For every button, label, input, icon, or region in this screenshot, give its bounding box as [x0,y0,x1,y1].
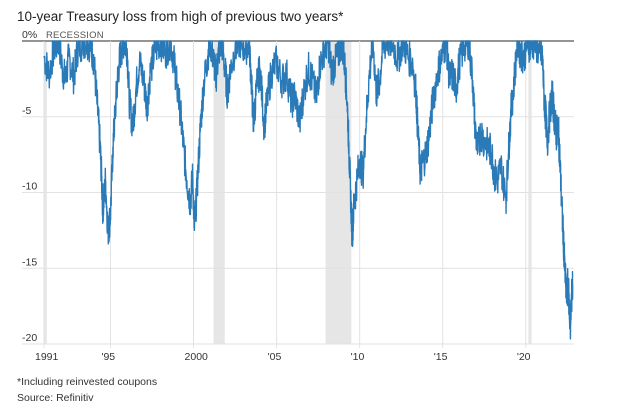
x-tick-label: '95 [101,351,115,363]
chart-title: 10-year Treasury loss from high of previ… [17,9,344,24]
series-line-0 [43,40,574,340]
x-tick-label: 1991 [35,351,59,363]
x-tick-label: '20 [517,351,531,363]
y-tick-label: 0% [22,29,37,41]
x-tick-label: '10 [351,351,365,363]
y-tick-labels: 0% -5 -10 -15 -20 [22,29,37,344]
x-tick-label: 2000 [185,351,209,363]
x-tick-labels: 1991 '95 2000 '05 '10 '15 '20 [35,351,531,363]
y-tick-label: -10 [22,181,37,193]
x-tick-label: '15 [434,351,448,363]
y-tick-label: -15 [22,256,37,268]
source-note: Source: Refinitiv [17,392,94,404]
x-tick-label: '05 [268,351,282,363]
footnote: *Including reinvested coupons [17,376,158,388]
series-line-layer [43,40,574,340]
y-tick-label: -5 [22,105,31,117]
gridlines [22,40,574,345]
y-tick-label: -20 [22,332,37,344]
recession-label: RECESSION [46,30,104,41]
